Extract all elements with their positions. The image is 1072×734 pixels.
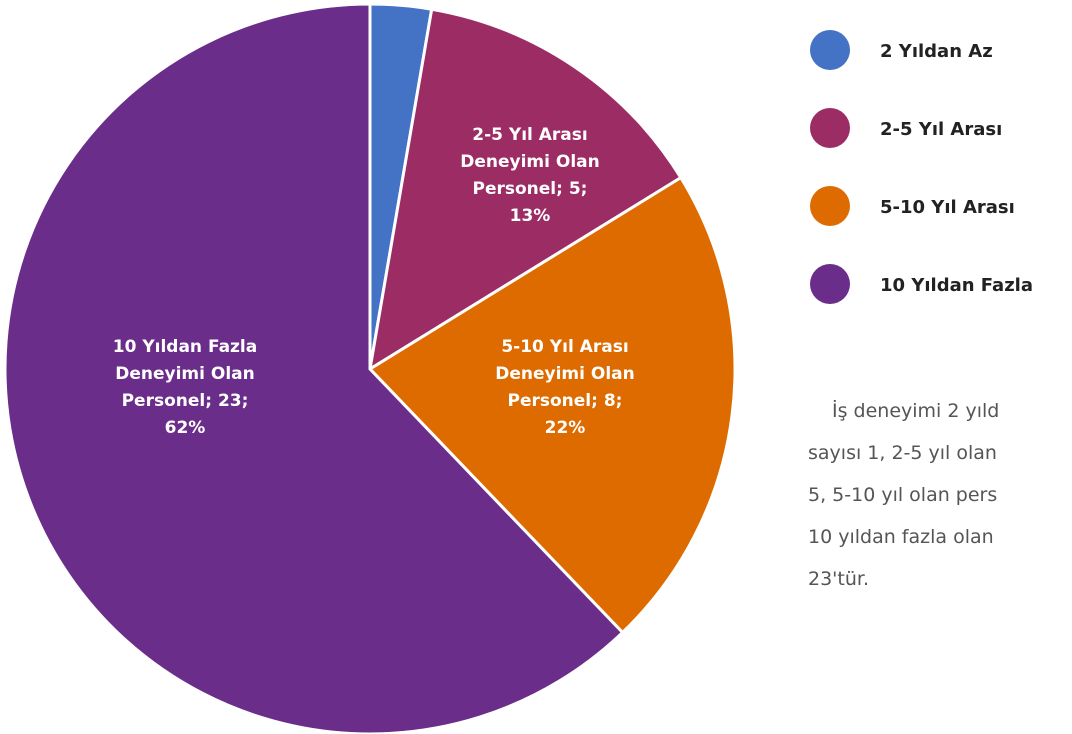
data-label-line: 2-5 Yıl Arası — [472, 125, 587, 145]
data-label-line: 13% — [510, 206, 551, 226]
data-label: 10 Yıldan Fazla Deneyimi Olan Personel; 23… — [113, 337, 257, 438]
legend-swatch — [810, 30, 850, 70]
legend-swatch — [810, 186, 850, 226]
data-label: 2-5 Yıl Arası Deneyimi Olan Personel; 5; 13… — [460, 125, 600, 226]
data-label-line: Deneyimi Olan — [115, 364, 255, 384]
legend-swatch — [810, 264, 850, 304]
legend-label: 2-5 Yıl Arası — [880, 119, 1002, 140]
data-label-line: 5-10 Yıl Arası — [501, 337, 628, 357]
legend-label: 10 Yıldan Fazla — [880, 275, 1033, 296]
pie-slice — [367, 175, 737, 635]
paragraph-line: 23'tür. — [808, 568, 869, 590]
data-label-line: 10 Yıldan Fazla — [113, 337, 257, 357]
paragraph-line: 10 yıldan fazla olan — [808, 526, 994, 548]
data-label-line: Personel; 23; — [122, 391, 249, 411]
data-label-line: 22% — [545, 418, 586, 438]
data-label: 5-10 Yıl Arası Deneyimi Olan Personel; 8; 2… — [495, 337, 635, 438]
legend-label: 5-10 Yıl Arası — [880, 197, 1015, 218]
pie-slice — [3, 2, 625, 734]
data-label-line: Deneyimi Olan — [495, 364, 635, 384]
paragraph-line: İş deneyimi 2 yıld — [832, 399, 999, 422]
data-label-line: 62% — [165, 418, 206, 438]
data-label-line: Deneyimi Olan — [460, 152, 600, 172]
data-label-line: Personel; 5; — [473, 179, 588, 199]
paragraph-line: sayısı 1, 2-5 yıl olan — [808, 442, 997, 464]
legend-swatch — [810, 108, 850, 148]
paragraph-line: 5, 5-10 yıl olan pers — [808, 484, 997, 506]
data-label-line: Personel; 8; — [508, 391, 623, 411]
legend-label: 2 Yıldan Az — [880, 41, 993, 62]
pie-slice — [367, 7, 683, 373]
